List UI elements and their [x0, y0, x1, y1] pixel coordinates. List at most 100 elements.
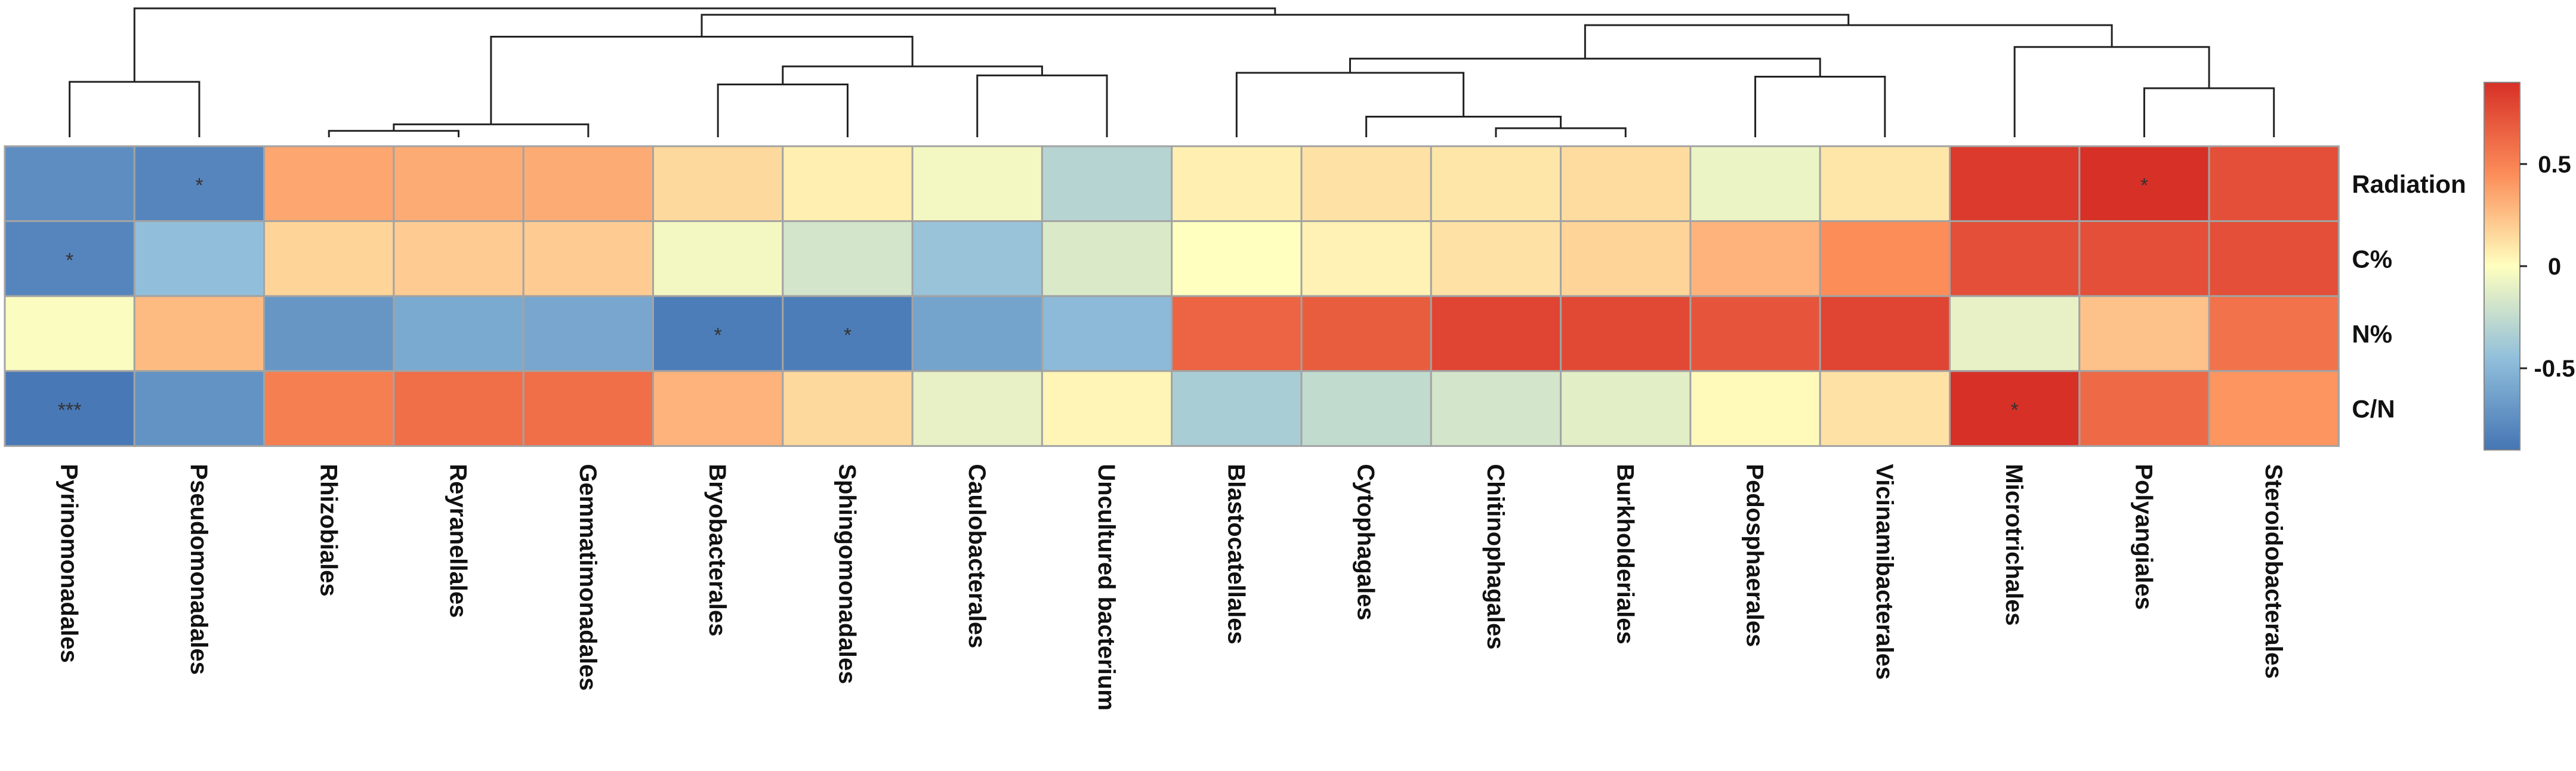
heatmap-cell	[1949, 145, 2081, 223]
heatmap-cell	[1430, 220, 1562, 297]
heatmap-cell	[2078, 370, 2210, 447]
heatmap-cell	[1430, 370, 1562, 447]
column-label: Sphingomonadales	[834, 464, 860, 684]
column-label: Rhizobiales	[315, 464, 341, 596]
heatmap-cell	[2078, 295, 2210, 372]
column-label: Pedosphaerales	[1742, 464, 1768, 647]
significance-marker: *	[195, 174, 203, 197]
column-label: Chitinophagales	[1482, 464, 1508, 649]
dendrogram-branch	[976, 74, 1108, 137]
column-dendrogram	[69, 7, 2275, 137]
column-labels: Pyrinomonadales Pseudomonadales Rhizobiale…	[56, 464, 2287, 710]
heatmap-cell	[1300, 220, 1432, 297]
heatmap-cell	[2078, 145, 2210, 223]
column-label: Polyangiales	[2130, 464, 2157, 610]
heatmap-cell	[4, 220, 135, 297]
row-label: C/N	[2352, 395, 2395, 423]
heatmap-cell	[1949, 220, 2081, 297]
column-label: Vicinamibacterales	[1871, 464, 1898, 680]
dendrogram-branch	[133, 7, 1276, 82]
row-label: C%	[2352, 245, 2392, 273]
heatmap-cell	[263, 370, 395, 447]
heatmap-cell	[1819, 220, 1951, 297]
heatmap-cell	[1560, 295, 1692, 372]
heatmap-cell	[911, 145, 1043, 223]
heatmap-cell	[1560, 220, 1692, 297]
heatmap-cell	[1689, 295, 1821, 372]
heatmap-cell	[4, 370, 135, 447]
heatmap-cell	[393, 145, 525, 223]
heatmap-cell	[133, 145, 266, 223]
colorbar-tick-label: 0.5	[2538, 152, 2571, 178]
heatmap-cell	[393, 295, 525, 372]
column-label: Uncultured bacterium	[1093, 464, 1119, 710]
heatmap-cell	[522, 295, 655, 372]
heatmap-cell	[652, 145, 784, 223]
heatmap-cell	[1689, 220, 1821, 297]
heatmap-cell	[1560, 370, 1692, 447]
heatmap-cell	[1300, 145, 1432, 223]
heatmap-cell	[522, 220, 655, 297]
heatmap-cell	[2208, 370, 2340, 447]
column-label: Pseudomonadales	[186, 464, 212, 674]
dendrogram-branch	[1495, 127, 1627, 137]
heatmap-cell	[782, 145, 914, 223]
heatmap-cell	[782, 370, 914, 447]
significance-marker: *	[714, 324, 722, 347]
column-label: Bryobacterales	[704, 464, 730, 636]
dendrogram-branch	[1584, 24, 2113, 59]
heatmap-cell	[2208, 220, 2340, 297]
heatmap-cell	[1430, 145, 1562, 223]
heatmap-cell	[1819, 370, 1951, 447]
heatmap-cell	[1300, 295, 1432, 372]
dendrogram-branch	[1365, 115, 1562, 137]
heatmap-cell	[1171, 145, 1303, 223]
dendrogram-branch	[490, 36, 914, 125]
column-label: Pyrinomonadales	[56, 464, 82, 662]
heatmap-cell	[393, 370, 525, 447]
dendrogram-branch	[1349, 57, 1821, 77]
colorbar-gradient	[2484, 82, 2521, 451]
significance-marker: *	[2140, 174, 2148, 197]
heatmap-cell	[1041, 295, 1173, 372]
dendrogram-branch	[1235, 72, 1465, 137]
column-label: Steroidobacterales	[2260, 464, 2287, 679]
column-label: Blastocatellales	[1223, 464, 1249, 644]
significance-marker: ***	[58, 399, 82, 422]
heatmap-cell	[1171, 220, 1303, 297]
heatmap-cell	[1430, 295, 1562, 372]
significance-marker: *	[2011, 399, 2019, 422]
dendrogram-branch	[2013, 46, 2210, 137]
heatmap-cell	[1041, 220, 1173, 297]
significance-marker: *	[66, 249, 73, 272]
heatmap-cell	[133, 220, 266, 297]
heatmap-cell	[911, 295, 1043, 372]
heatmap-cell	[263, 220, 395, 297]
heatmap-cell	[1171, 295, 1303, 372]
column-label: Caulobacterales	[964, 464, 990, 648]
heatmap-cell	[782, 220, 914, 297]
heatmap-cell	[1171, 370, 1303, 447]
heatmap-cell	[1041, 370, 1173, 447]
heatmap-cell	[1041, 145, 1173, 223]
heatmap-cell	[911, 370, 1043, 447]
row-label: N%	[2352, 320, 2392, 348]
heatmap-cell	[2208, 145, 2340, 223]
column-label: Cytophagales	[1353, 464, 1379, 620]
row-label: Radiation	[2352, 170, 2466, 198]
significance-marker: *	[844, 324, 852, 347]
column-label: Gemmatimonadales	[575, 464, 601, 690]
heatmap-cell	[133, 295, 266, 372]
heatmap-cell	[263, 295, 395, 372]
dendrogram-branch	[69, 81, 200, 137]
heatmap-cell	[263, 145, 395, 223]
dendrogram-branch	[1754, 75, 1886, 137]
colorbar-tick-label: 0	[2548, 254, 2561, 280]
column-label: Reyranellales	[445, 464, 471, 618]
heatmap-cell	[393, 220, 525, 297]
heatmap-cell	[1819, 295, 1951, 372]
heatmap-cell	[2208, 295, 2340, 372]
heatmap-cell	[522, 370, 655, 447]
